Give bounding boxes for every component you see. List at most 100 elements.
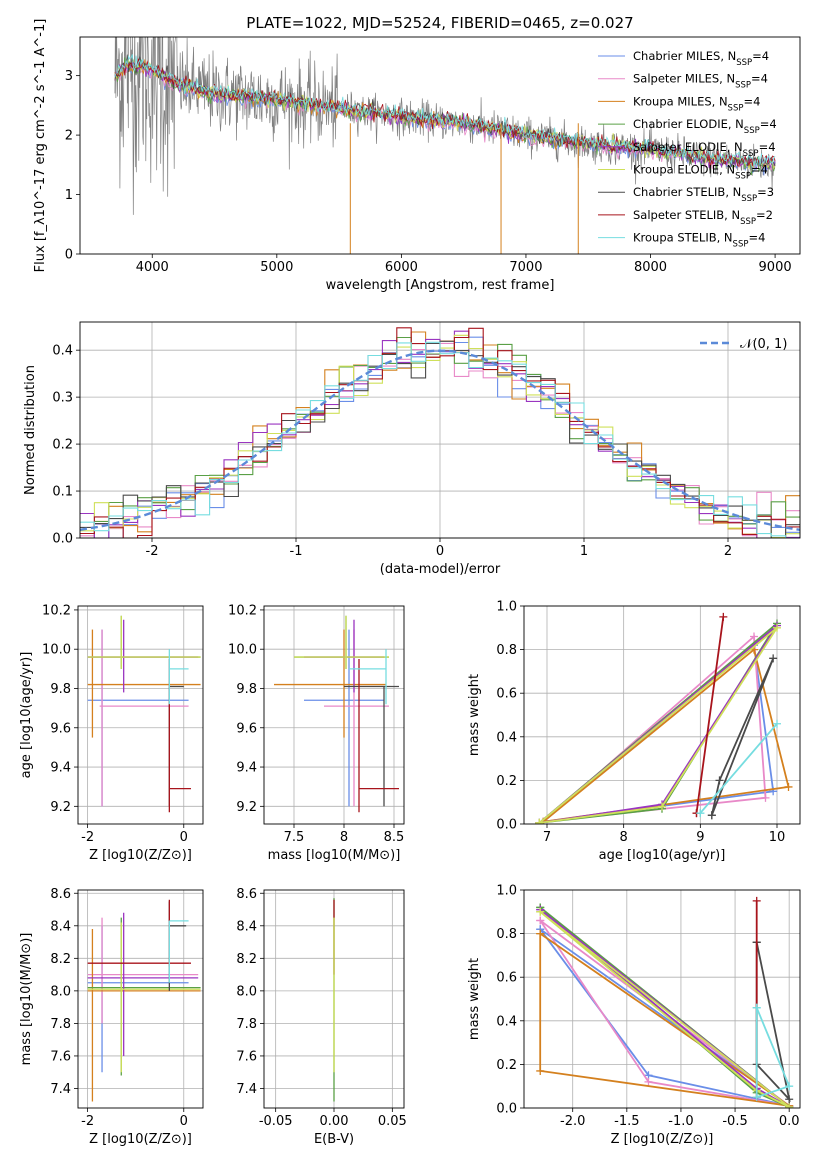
x-tick-label: 0 xyxy=(180,1114,188,1129)
legend-label: Chabrier ELODIE, NSSP=4 xyxy=(633,117,777,136)
weight-marker xyxy=(752,1093,761,1102)
weight-marker xyxy=(658,802,666,811)
y-tick-label: 0.2 xyxy=(496,1058,517,1073)
axes-frame xyxy=(523,605,801,825)
plot-spectrum: 4000 5000 6000 7000 8000 9000 0 1 2 3 wavelength [… xyxy=(33,19,801,293)
y-tick-label: 8.4 xyxy=(50,919,71,934)
axes-frame xyxy=(77,605,204,825)
x-axis-label: Z [log10(Z/Z⊙)] xyxy=(611,1132,714,1147)
axes-frame xyxy=(79,36,801,255)
y-tick-label: 7.6 xyxy=(50,1049,71,1064)
x-tick-label: 9000 xyxy=(759,260,792,275)
x-tick-label: -0.05 xyxy=(259,1114,293,1129)
weight-marker xyxy=(750,632,758,641)
y-tick-label: 7.4 xyxy=(236,1082,257,1097)
y-tick-label: 0.0 xyxy=(496,818,517,833)
x-tick-label: 0.05 xyxy=(378,1114,407,1129)
weight-marker xyxy=(769,654,778,663)
legend-label: Salpeter MILES, NSSP=4 xyxy=(633,72,768,91)
plot-weight-vs-age: 7 8 9 10 0.0 0.2 0.4 0.6 0.8 1.0 age [log10(age/yr… xyxy=(467,600,801,863)
weight-marker xyxy=(752,896,761,905)
weight-marker xyxy=(707,811,716,820)
axes-frame xyxy=(263,889,405,1109)
y-tick-label: 0.2 xyxy=(52,438,73,453)
x-tick-label: 0 xyxy=(436,544,444,559)
y-tick-label: 8.2 xyxy=(236,952,257,967)
x-axis-label: age [log10(age/yr)] xyxy=(599,848,726,863)
y-axis-label: mass weight xyxy=(467,674,482,756)
weight-marker xyxy=(785,1102,794,1108)
y-tick-label: 10.2 xyxy=(228,603,257,618)
y-axis-label: Flux [f_λ10^-17 erg cm^-2 s^-1 A^-1] xyxy=(33,19,48,273)
plot-area xyxy=(536,896,794,1108)
weight-marker xyxy=(536,929,545,938)
weight-marker xyxy=(785,1082,794,1091)
x-axis-label: mass [log10(M/M⊙)] xyxy=(268,848,401,863)
plot-area xyxy=(87,899,201,1102)
weight-line xyxy=(539,911,790,1108)
weight-marker xyxy=(696,809,705,818)
y-tick-label: 7.6 xyxy=(236,1049,257,1064)
y-tick-label: 3 xyxy=(65,69,73,84)
plot-mass-vs-ebv: -0.05 0.00 0.05 7.4 7.6 7.8 8.0 8.2 8.4 8.6 E(B-V) xyxy=(236,887,406,1147)
axes-frame xyxy=(77,889,204,1109)
x-tick-label: -2 xyxy=(146,544,159,559)
y-tick-label: 0.6 xyxy=(496,971,517,986)
x-tick-label: 5000 xyxy=(260,260,293,275)
weight-marker xyxy=(719,612,728,621)
weight-line xyxy=(539,932,790,1107)
x-tick-label: 4000 xyxy=(136,260,169,275)
y-tick-label: 9.6 xyxy=(50,721,71,736)
legend-label: Kroupa MILES, NSSP=4 xyxy=(633,94,760,113)
y-tick-label: 0 xyxy=(65,248,73,263)
x-tick-label: 2 xyxy=(724,544,732,559)
y-tick-label: 10.0 xyxy=(228,643,257,658)
weight-marker xyxy=(773,623,781,632)
y-tick-label: 0.4 xyxy=(52,344,73,359)
weight-marker xyxy=(715,776,724,785)
legend-label: Salpeter STELIB, NSSP=2 xyxy=(633,208,773,227)
plot-area xyxy=(114,37,776,254)
x-axis-label: wavelength [Angstrom, rest frame] xyxy=(326,278,555,293)
y-tick-label: 8.4 xyxy=(236,919,257,934)
axes-frame xyxy=(79,321,801,539)
y-tick-label: 2 xyxy=(65,129,73,144)
x-axis-label: E(B-V) xyxy=(314,1132,354,1147)
histogram-step-line xyxy=(80,341,800,538)
x-tick-label: -1.5 xyxy=(614,1114,639,1129)
y-tick-label: 7.8 xyxy=(236,1017,257,1032)
weight-marker xyxy=(536,907,545,916)
plot-weight-vs-z: -2.0 -1.5 -1.0 -0.5 0.0 0.0 0.2 0.4 0.6 0.8 1.0 Z [… xyxy=(467,884,801,1147)
x-axis-label: Z [log10(Z/Z⊙)] xyxy=(89,1132,192,1147)
weight-marker xyxy=(761,793,770,802)
plot-area xyxy=(274,615,399,813)
weight-marker xyxy=(785,1095,794,1104)
x-axis-label: (data-model)/error xyxy=(380,562,501,577)
x-tick-label: -2 xyxy=(81,1114,94,1129)
y-tick-label: 10.0 xyxy=(42,643,71,658)
x-tick-label: 8.5 xyxy=(384,830,405,845)
weight-line xyxy=(542,648,790,823)
y-tick-label: 0.1 xyxy=(52,485,73,500)
weight-marker xyxy=(535,818,544,824)
x-tick-label: -2 xyxy=(81,830,94,845)
weight-marker xyxy=(536,916,545,925)
legend-label: Chabrier STELIB, NSSP=3 xyxy=(633,185,774,204)
figure-title: PLATE=1022, MJD=52524, FIBERID=0465, z=0… xyxy=(246,14,633,32)
y-axis-label: age [log10(age/yr)] xyxy=(19,652,34,779)
plot-residuals: -2 -1 0 1 2 0.0 0.1 0.2 0.3 0.4 (data-model)/error… xyxy=(23,321,801,577)
x-tick-label: -1 xyxy=(290,544,303,559)
y-tick-label: 7.8 xyxy=(50,1017,71,1032)
x-axis-label: Z [log10(Z/Z⊙)] xyxy=(89,848,192,863)
x-tick-label: 7 xyxy=(543,830,551,845)
legend-label: Chabrier MILES, NSSP=4 xyxy=(633,49,769,68)
weight-marker xyxy=(644,1077,653,1086)
normal-reference-curve xyxy=(80,349,800,531)
y-tick-label: 1 xyxy=(65,188,73,203)
y-tick-label: 0.0 xyxy=(496,1102,517,1117)
x-tick-label: 0 xyxy=(180,830,188,845)
y-tick-label: 8.2 xyxy=(50,952,71,967)
x-tick-label: 1 xyxy=(580,544,588,559)
y-tick-label: 0.8 xyxy=(496,643,517,658)
